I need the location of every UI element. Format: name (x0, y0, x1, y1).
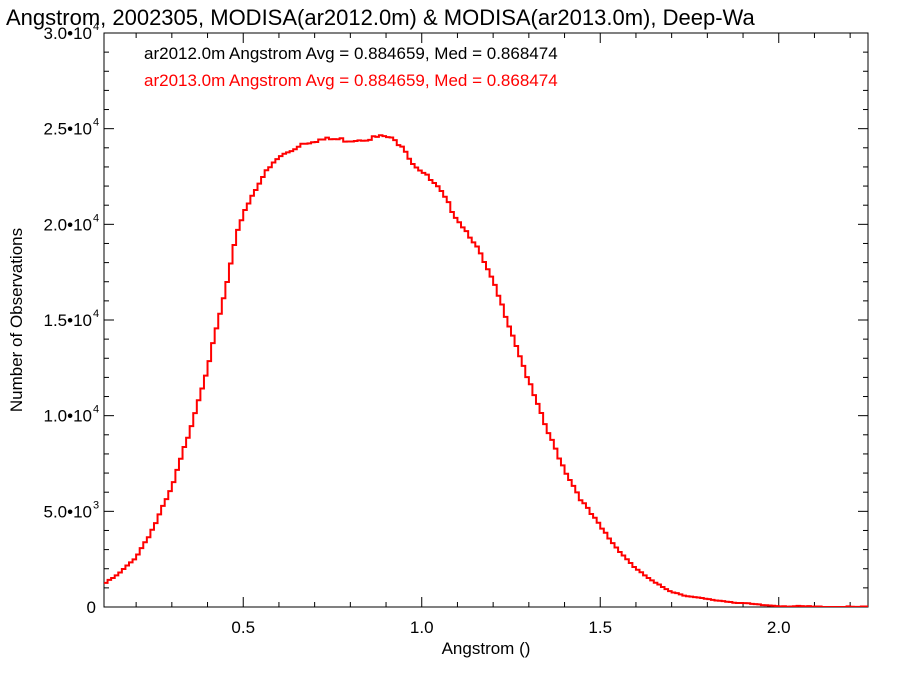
y-tick-exponent: 4 (93, 404, 99, 416)
y-tick-exponent: 4 (93, 21, 99, 33)
x-tick-label: 2.0 (767, 618, 791, 637)
plot-area: 0.5 1.0 1.5 2.005.0•10 31.0•10 41.5•10 42.0•10… (44, 21, 869, 637)
legend-entry: ar2012.0m Angstrom Avg = 0.884659, Med =… (144, 44, 558, 63)
y-tick-label: 3.0•10 (44, 24, 93, 43)
chart-title: Angstrom, 2002305, MODISA(ar2012.0m) & M… (6, 5, 755, 30)
legend: ar2012.0m Angstrom Avg = 0.884659, Med =… (144, 44, 558, 90)
y-tick-exponent: 4 (93, 308, 99, 320)
legend-entry: ar2013.0m Angstrom Avg = 0.884659, Med =… (144, 71, 558, 90)
y-tick-label: 2.5•10 (44, 120, 93, 139)
histogram-series-line (104, 134, 868, 607)
x-tick-label: 1.0 (410, 618, 434, 637)
y-axis-label: Number of Observations (7, 228, 26, 412)
y-tick-exponent: 4 (93, 212, 99, 224)
x-tick-label: 1.5 (588, 618, 612, 637)
y-tick-label: 0 (87, 598, 96, 617)
x-axis-label: Angstrom () (442, 639, 531, 658)
y-tick-label: 1.0•10 (44, 407, 93, 426)
y-tick-exponent: 4 (93, 117, 99, 129)
y-tick-exponent: 3 (93, 499, 99, 511)
y-tick-label: 5.0•10 (44, 502, 93, 521)
y-tick-label: 2.0•10 (44, 215, 93, 234)
x-tick-label: 0.5 (231, 618, 255, 637)
y-tick-label: 1.5•10 (44, 311, 93, 330)
